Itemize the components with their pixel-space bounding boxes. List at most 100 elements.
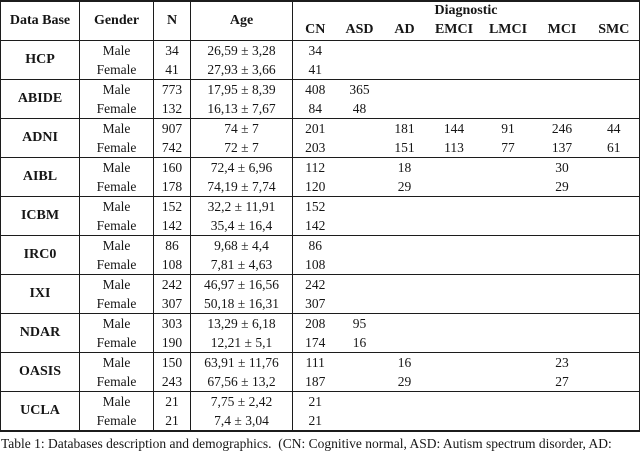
diag-mci-cell: 246 [535, 117, 589, 138]
diag-asd-cell [337, 234, 382, 255]
database-name: AIBL [0, 156, 80, 196]
diag-mci-cell: 27 [555, 373, 569, 389]
diag-lmci-cell [481, 216, 536, 236]
diag-smc-cell [588, 39, 640, 60]
diag-cn-cell: 21 [292, 390, 338, 411]
diag-ad-cell [382, 60, 428, 80]
diag-lmci-cell [481, 255, 536, 275]
diag-ad-cell: 29 [397, 178, 412, 194]
diag-smc-cell [588, 78, 640, 99]
n-cell: 152 [153, 195, 191, 216]
age-cell: 27,93 ± 3,66 [190, 59, 293, 79]
diag-cn-cell: 187 [305, 373, 326, 389]
gender-cell: Female [79, 332, 154, 352]
diag-mci-cell [535, 195, 589, 216]
diag-smc-cell [589, 333, 640, 353]
age-cell: 7,81 ± 4,63 [190, 254, 293, 274]
gender-cell: Male [79, 390, 154, 411]
diag-asd-cell [338, 177, 382, 197]
database-name: OASIS [0, 351, 80, 391]
n-cell: 242 [153, 273, 191, 294]
diag-cn-cell: 108 [305, 256, 326, 272]
diag-emci-cell [427, 234, 481, 255]
diag-ad-cell: 181 [381, 117, 428, 138]
gender-cell: Male [79, 39, 154, 60]
diag-mci-cell: 23 [535, 351, 589, 372]
column-header-gender: Gender [79, 1, 154, 41]
table-row-male: HCP Male 34 26,59 ± 3,28 34 [0, 39, 640, 79]
n-cell: 773 [153, 78, 191, 99]
diag-ad-cell [381, 78, 428, 99]
diag-mci-cell [536, 255, 589, 275]
diag-emci-cell [427, 195, 481, 216]
diag-emci-cell [428, 255, 481, 275]
diag-lmci-cell [480, 78, 536, 99]
diag-lmci-cell: 77 [501, 139, 515, 155]
gender-cell: Female [79, 293, 154, 313]
age-cell: 72,4 ± 6,96 [190, 156, 293, 177]
n-cell: 132 [153, 98, 191, 118]
diag-emci-cell [427, 39, 481, 60]
table-row-female: Female 190 12,21 ± 5,1 174 16 [1, 332, 640, 353]
diag-lmci-cell [481, 333, 536, 353]
table-row-male: ICBM Male 152 32,2 ± 11,91 152 [0, 195, 640, 235]
diag-mci-cell [536, 60, 589, 80]
table-row-female: Female 41 27,93 ± 3,66 41 [1, 59, 640, 80]
diag-smc-cell: 44 [588, 117, 640, 138]
column-header-data-base: Data Base [0, 1, 80, 41]
diag-asd-cell: 16 [352, 334, 367, 350]
n-cell: 190 [153, 332, 191, 352]
diag-lmci-cell [480, 390, 536, 411]
diag-cn-cell: 242 [292, 273, 338, 294]
table-row-male: IXI Male 242 46,97 ± 16,56 242 [0, 273, 640, 313]
diag-cn-cell: 111 [292, 351, 338, 372]
age-cell: 35,4 ± 16,4 [190, 215, 293, 235]
diag-smc-cell [588, 234, 640, 255]
diag-asd-cell: 95 [337, 312, 382, 333]
diag-ad-cell [382, 99, 428, 119]
n-cell: 21 [153, 410, 191, 431]
age-cell: 16,13 ± 7,67 [190, 98, 293, 118]
n-cell: 21 [153, 390, 191, 411]
gender-cell: Female [79, 59, 154, 79]
diag-emci-cell [428, 177, 481, 197]
diag-cn-cell: 142 [305, 217, 326, 233]
column-header-asd: ASD [337, 20, 382, 41]
diag-cn-cell: 307 [305, 295, 326, 311]
column-header-ad: AD [381, 20, 428, 41]
table-row-female: Female 307 50,18 ± 16,31 307 [1, 293, 640, 313]
diag-lmci-cell [480, 156, 536, 177]
diag-emci-cell [428, 60, 481, 80]
gender-cell: Male [79, 78, 154, 99]
diag-smc-cell [589, 255, 640, 275]
diag-cn-cell: 112 [292, 156, 338, 177]
table-row-male: UCLA Male 21 7,75 ± 2,42 21 [0, 390, 640, 431]
diag-smc-cell [588, 273, 640, 294]
diag-emci-cell [427, 273, 481, 294]
n-cell: 243 [153, 371, 191, 391]
diag-ad-cell: 16 [381, 351, 428, 372]
diag-asd-cell [338, 255, 382, 275]
column-header-smc: SMC [588, 20, 640, 41]
database-name: NDAR [0, 312, 80, 352]
diag-ad-cell [382, 411, 428, 431]
diag-cn-cell: 203 [305, 139, 326, 155]
diag-lmci-cell [481, 99, 536, 119]
gender-cell: Female [79, 137, 154, 157]
n-cell: 303 [153, 312, 191, 333]
diag-ad-cell: 18 [381, 156, 428, 177]
gender-cell: Male [79, 312, 154, 333]
diag-asd-cell [337, 117, 382, 138]
gender-cell: Male [79, 195, 154, 216]
diag-emci-cell [427, 78, 481, 99]
age-cell: 7,4 ± 3,04 [190, 410, 293, 431]
diag-smc-cell [589, 216, 640, 236]
diag-ad-cell [382, 333, 428, 353]
diag-mci-cell [535, 39, 589, 60]
n-cell: 86 [153, 234, 191, 255]
diag-mci-cell [535, 273, 589, 294]
diag-emci-cell [427, 390, 481, 411]
table-row-male: NDAR Male 303 13,29 ± 6,18 208 95 [0, 312, 640, 352]
diag-cn-cell: 34 [292, 39, 338, 60]
database-name: ADNI [0, 117, 80, 157]
